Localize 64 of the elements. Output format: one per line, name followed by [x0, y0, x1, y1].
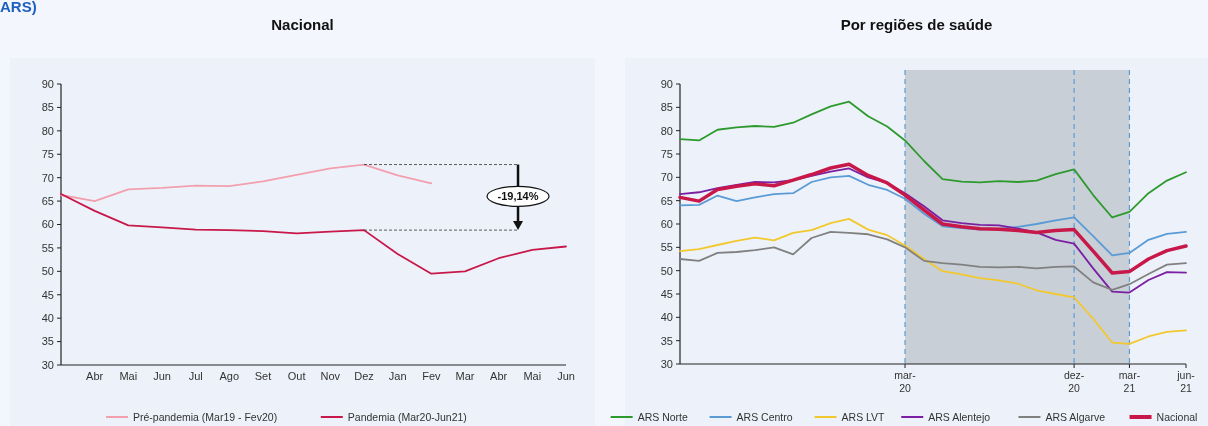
chart-title: Por regiões de saúde — [840, 16, 993, 33]
legend-label: Nacional — [1156, 410, 1198, 423]
x-tick-label: jun-21 — [1176, 369, 1196, 394]
line-series — [60, 193, 567, 275]
y-tick-label: 45 — [660, 287, 673, 300]
y-tick-label: 30 — [660, 357, 673, 370]
legend-label: ARS Alentejo — [928, 410, 991, 423]
y-tick-label: 60 — [41, 218, 54, 231]
chart-title: Nacional — [271, 16, 334, 33]
x-tick-label: Mar — [455, 370, 475, 382]
y-tick-label: 80 — [41, 124, 54, 137]
x-tick-label: Jan — [388, 370, 407, 382]
y-tick-label: 50 — [660, 264, 673, 277]
line-series — [679, 231, 1187, 291]
x-tick-label: Ago — [219, 370, 240, 382]
y-tick-label: 35 — [660, 334, 673, 347]
y-tick-label: 60 — [660, 217, 673, 230]
legend-label: ARS LVT — [841, 410, 886, 423]
x-tick-label: Abr — [86, 370, 104, 382]
line-series — [679, 167, 1187, 294]
x-tick-label: Out — [287, 370, 306, 382]
x-tick-label: Abr — [490, 370, 508, 382]
y-tick-label: 45 — [41, 288, 54, 301]
y-tick-label: 80 — [660, 124, 673, 137]
x-tick-label: Jun — [557, 370, 575, 382]
y-tick-label: 50 — [41, 265, 54, 278]
x-tick-label: Set — [254, 370, 272, 382]
legend-label: ARS Norte — [637, 410, 688, 423]
y-tick-label: 85 — [660, 101, 673, 114]
y-tick-label: 55 — [660, 241, 673, 254]
y-tick-label: 55 — [41, 241, 54, 254]
y-tick-label: 35 — [41, 335, 54, 348]
y-tick-label: 85 — [41, 101, 54, 114]
x-tick-label: mar-20 — [894, 369, 917, 394]
text: ARS) — [0, 0, 37, 15]
legend-label: Pré-pandemia (Mar19 - Fev20) — [133, 410, 278, 423]
y-tick-label: 65 — [41, 194, 54, 207]
annotation: -19,14% — [497, 190, 539, 203]
legend-label: ARS Centro — [736, 410, 793, 423]
x-tick-label: Mai — [119, 370, 138, 382]
x-tick-label: dez-20 — [1063, 369, 1085, 394]
y-tick-label: 75 — [41, 148, 54, 161]
y-tick-label: 65 — [660, 194, 673, 207]
legend-label: ARS Algarve — [1045, 410, 1106, 423]
y-tick-label: 70 — [41, 171, 54, 184]
x-tick-label: mar-21 — [1118, 369, 1141, 394]
line-series — [678, 162, 1188, 275]
y-tick-label: 90 — [41, 77, 54, 90]
x-tick-label: Dez — [354, 370, 374, 382]
x-tick-label: Jun — [153, 370, 171, 382]
x-tick-label: Mai — [523, 370, 542, 382]
y-tick-label: 40 — [660, 311, 673, 324]
x-tick-label: Jul — [188, 370, 203, 382]
y-tick-label: 90 — [660, 77, 673, 90]
line-series — [679, 100, 1187, 219]
line-series — [679, 217, 1187, 345]
x-tick-label: Nov — [320, 370, 341, 382]
legend-label: Pandemia (Mar20-Jun21) — [347, 410, 467, 423]
line-series — [60, 163, 433, 202]
y-tick-label: 40 — [41, 312, 54, 325]
y-tick-label: 70 — [660, 171, 673, 184]
x-tick-label: Fev — [422, 370, 441, 382]
y-tick-label: 75 — [660, 147, 673, 160]
y-tick-label: 30 — [41, 358, 54, 371]
